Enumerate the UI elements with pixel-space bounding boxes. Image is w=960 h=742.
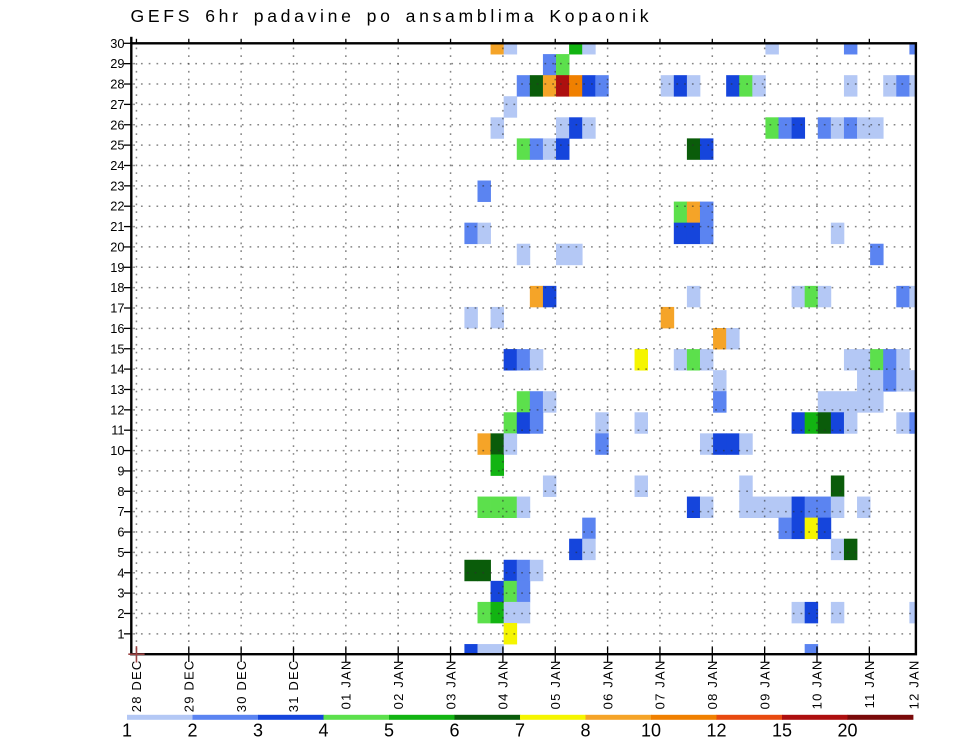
svg-text:16: 16 <box>110 321 124 336</box>
svg-text:06 JAN: 06 JAN <box>600 660 615 710</box>
svg-text:08 JAN: 08 JAN <box>705 660 720 710</box>
svg-text:24: 24 <box>110 158 124 173</box>
svg-text:20: 20 <box>110 239 124 254</box>
svg-text:03 JAN: 03 JAN <box>443 660 458 710</box>
svg-text:14: 14 <box>110 362 124 377</box>
svg-text:8: 8 <box>580 720 590 740</box>
svg-text:20: 20 <box>837 720 857 740</box>
svg-text:11: 11 <box>111 423 124 438</box>
svg-text:2: 2 <box>117 606 124 621</box>
svg-text:26: 26 <box>110 117 124 132</box>
svg-text:17: 17 <box>110 301 124 316</box>
svg-text:22: 22 <box>110 199 124 214</box>
svg-text:GEFS 6hr padavine po ansamblim: GEFS 6hr padavine po ansamblima Kopaonik <box>131 6 653 26</box>
svg-text:11 JAN: 11 JAN <box>862 660 877 709</box>
svg-text:15: 15 <box>110 341 124 356</box>
svg-text:5: 5 <box>384 720 394 740</box>
svg-text:15: 15 <box>772 720 792 740</box>
svg-text:1: 1 <box>117 626 124 641</box>
svg-text:19: 19 <box>110 260 124 275</box>
svg-text:12 JAN: 12 JAN <box>907 660 922 710</box>
svg-text:7: 7 <box>515 720 525 740</box>
svg-text:01 JAN: 01 JAN <box>339 660 354 710</box>
svg-text:5: 5 <box>117 545 124 560</box>
svg-text:12: 12 <box>706 720 726 740</box>
svg-text:8: 8 <box>117 484 124 499</box>
svg-text:28: 28 <box>110 77 124 92</box>
svg-text:4: 4 <box>117 565 124 580</box>
svg-text:3: 3 <box>117 586 124 601</box>
svg-text:09 JAN: 09 JAN <box>757 660 772 710</box>
svg-text:29 DEC: 29 DEC <box>182 660 197 713</box>
svg-text:07 JAN: 07 JAN <box>653 660 668 710</box>
svg-text:29: 29 <box>110 56 124 71</box>
svg-text:9: 9 <box>117 463 124 478</box>
svg-text:04 JAN: 04 JAN <box>496 660 511 710</box>
svg-text:6: 6 <box>449 720 459 740</box>
svg-text:13: 13 <box>110 382 124 397</box>
svg-text:10 JAN: 10 JAN <box>810 660 825 710</box>
svg-text:7: 7 <box>117 504 124 519</box>
svg-text:2: 2 <box>187 720 197 740</box>
svg-text:02 JAN: 02 JAN <box>391 660 406 710</box>
svg-text:31 DEC: 31 DEC <box>286 660 301 713</box>
svg-text:30: 30 <box>110 36 124 51</box>
svg-text:27: 27 <box>110 97 124 112</box>
svg-text:05 JAN: 05 JAN <box>548 660 563 710</box>
svg-text:4: 4 <box>318 720 328 740</box>
svg-text:6: 6 <box>117 525 124 540</box>
svg-text:10: 10 <box>641 720 661 740</box>
svg-text:1: 1 <box>122 720 132 740</box>
svg-text:10: 10 <box>110 443 124 458</box>
svg-text:3: 3 <box>253 720 263 740</box>
svg-text:28 DEC: 28 DEC <box>129 660 144 713</box>
svg-text:23: 23 <box>110 178 124 193</box>
svg-text:21: 21 <box>110 219 124 234</box>
svg-text:18: 18 <box>110 280 124 295</box>
svg-text:30 DEC: 30 DEC <box>234 660 249 713</box>
svg-text:25: 25 <box>110 138 124 153</box>
svg-text:12: 12 <box>110 402 124 417</box>
